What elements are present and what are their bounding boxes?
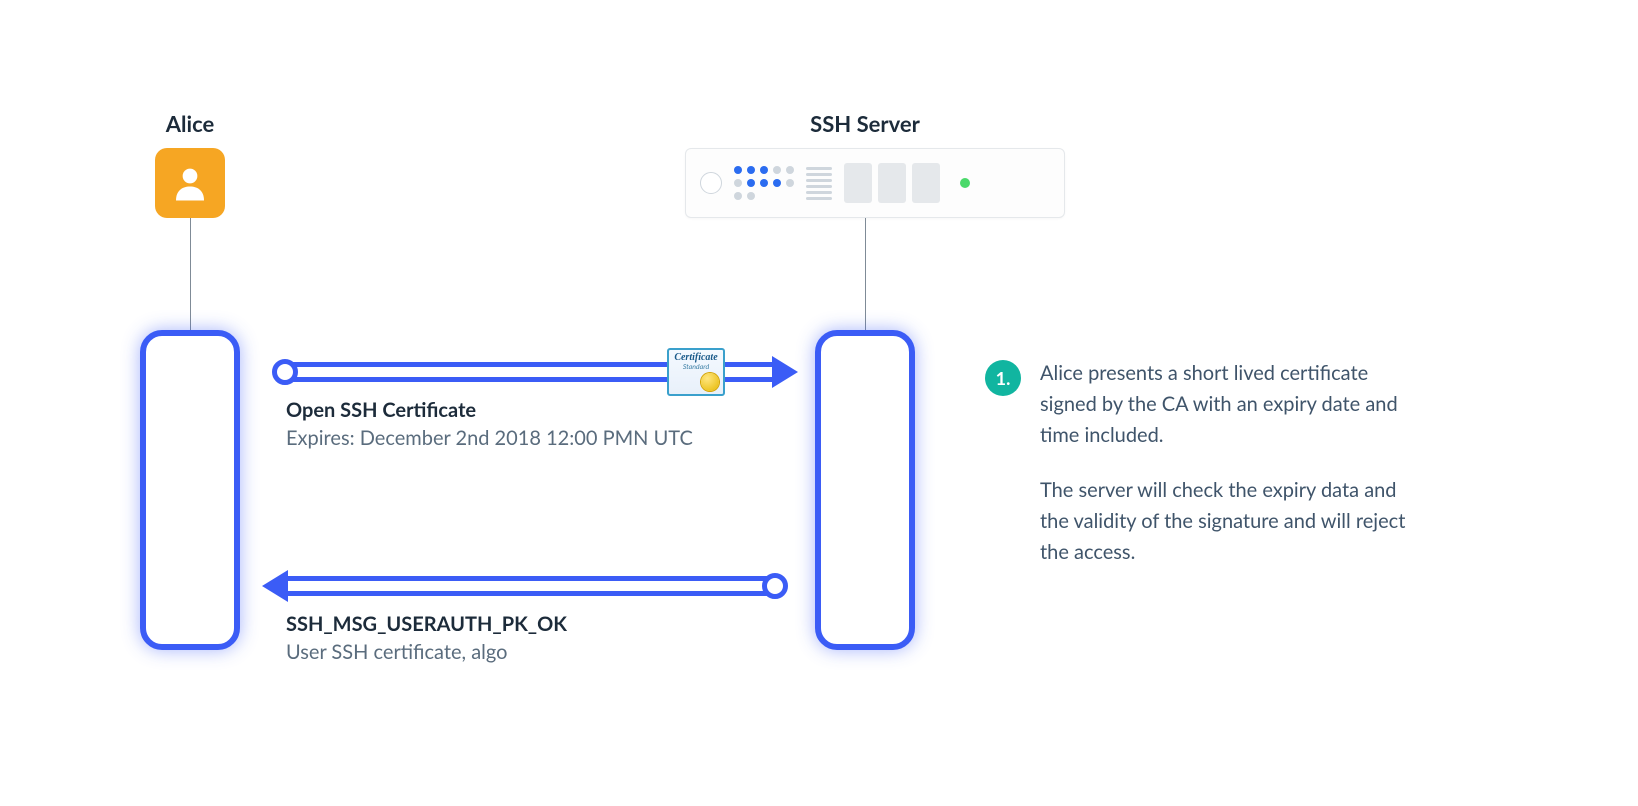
arrow-head-left-icon: [262, 570, 288, 602]
alice-activation-box: [140, 330, 240, 650]
message-1-title: Open SSH Certificate: [286, 398, 780, 422]
actor-label-alice: Alice: [165, 110, 215, 137]
step-explanation: Alice presents a short lived certificate…: [1040, 358, 1430, 568]
certificate-title: Certificate: [669, 352, 723, 363]
server-vents-icon: [806, 167, 832, 200]
certificate-icon: Certificate Standard: [667, 348, 725, 396]
certificate-seal-icon: [701, 373, 719, 391]
person-icon: [169, 162, 211, 204]
arrow-track: Certificate Standard: [280, 362, 780, 382]
user-avatar-icon: [155, 148, 225, 218]
message-1-subtitle: Expires: December 2nd 2018 12:00 PMN UTC: [286, 426, 780, 450]
message-2-subtitle: User SSH certificate, algo: [286, 640, 780, 664]
server-status-led-icon: [960, 178, 970, 188]
lifeline-stem-alice: [190, 218, 191, 330]
server-ports-icon: [734, 166, 794, 200]
step-paragraph-2: The server will check the expiry data an…: [1040, 475, 1430, 568]
arrow-origin-icon: [272, 359, 298, 385]
arrow-head-right-icon: [772, 356, 798, 388]
server-power-icon: [700, 172, 722, 194]
server-slots-icon: [844, 163, 940, 203]
actor-label-server: SSH Server: [805, 110, 925, 137]
ssh-server-icon: [685, 148, 1065, 218]
step-number-badge: 1.: [985, 360, 1021, 396]
arrow-origin-icon: [762, 573, 788, 599]
message-2-title: SSH_MSG_USERAUTH_PK_OK: [286, 612, 780, 636]
server-activation-box: [815, 330, 915, 650]
lifeline-stem-server: [865, 218, 866, 330]
step-paragraph-1: Alice presents a short lived certificate…: [1040, 358, 1430, 451]
certificate-subtitle: Standard: [669, 363, 723, 371]
arrow-track: [280, 576, 780, 596]
message-2-userauth-ok: SSH_MSG_USERAUTH_PK_OK User SSH certific…: [280, 576, 780, 664]
message-1-open-ssh-certificate: Certificate Standard Open SSH Certificat…: [280, 362, 780, 450]
